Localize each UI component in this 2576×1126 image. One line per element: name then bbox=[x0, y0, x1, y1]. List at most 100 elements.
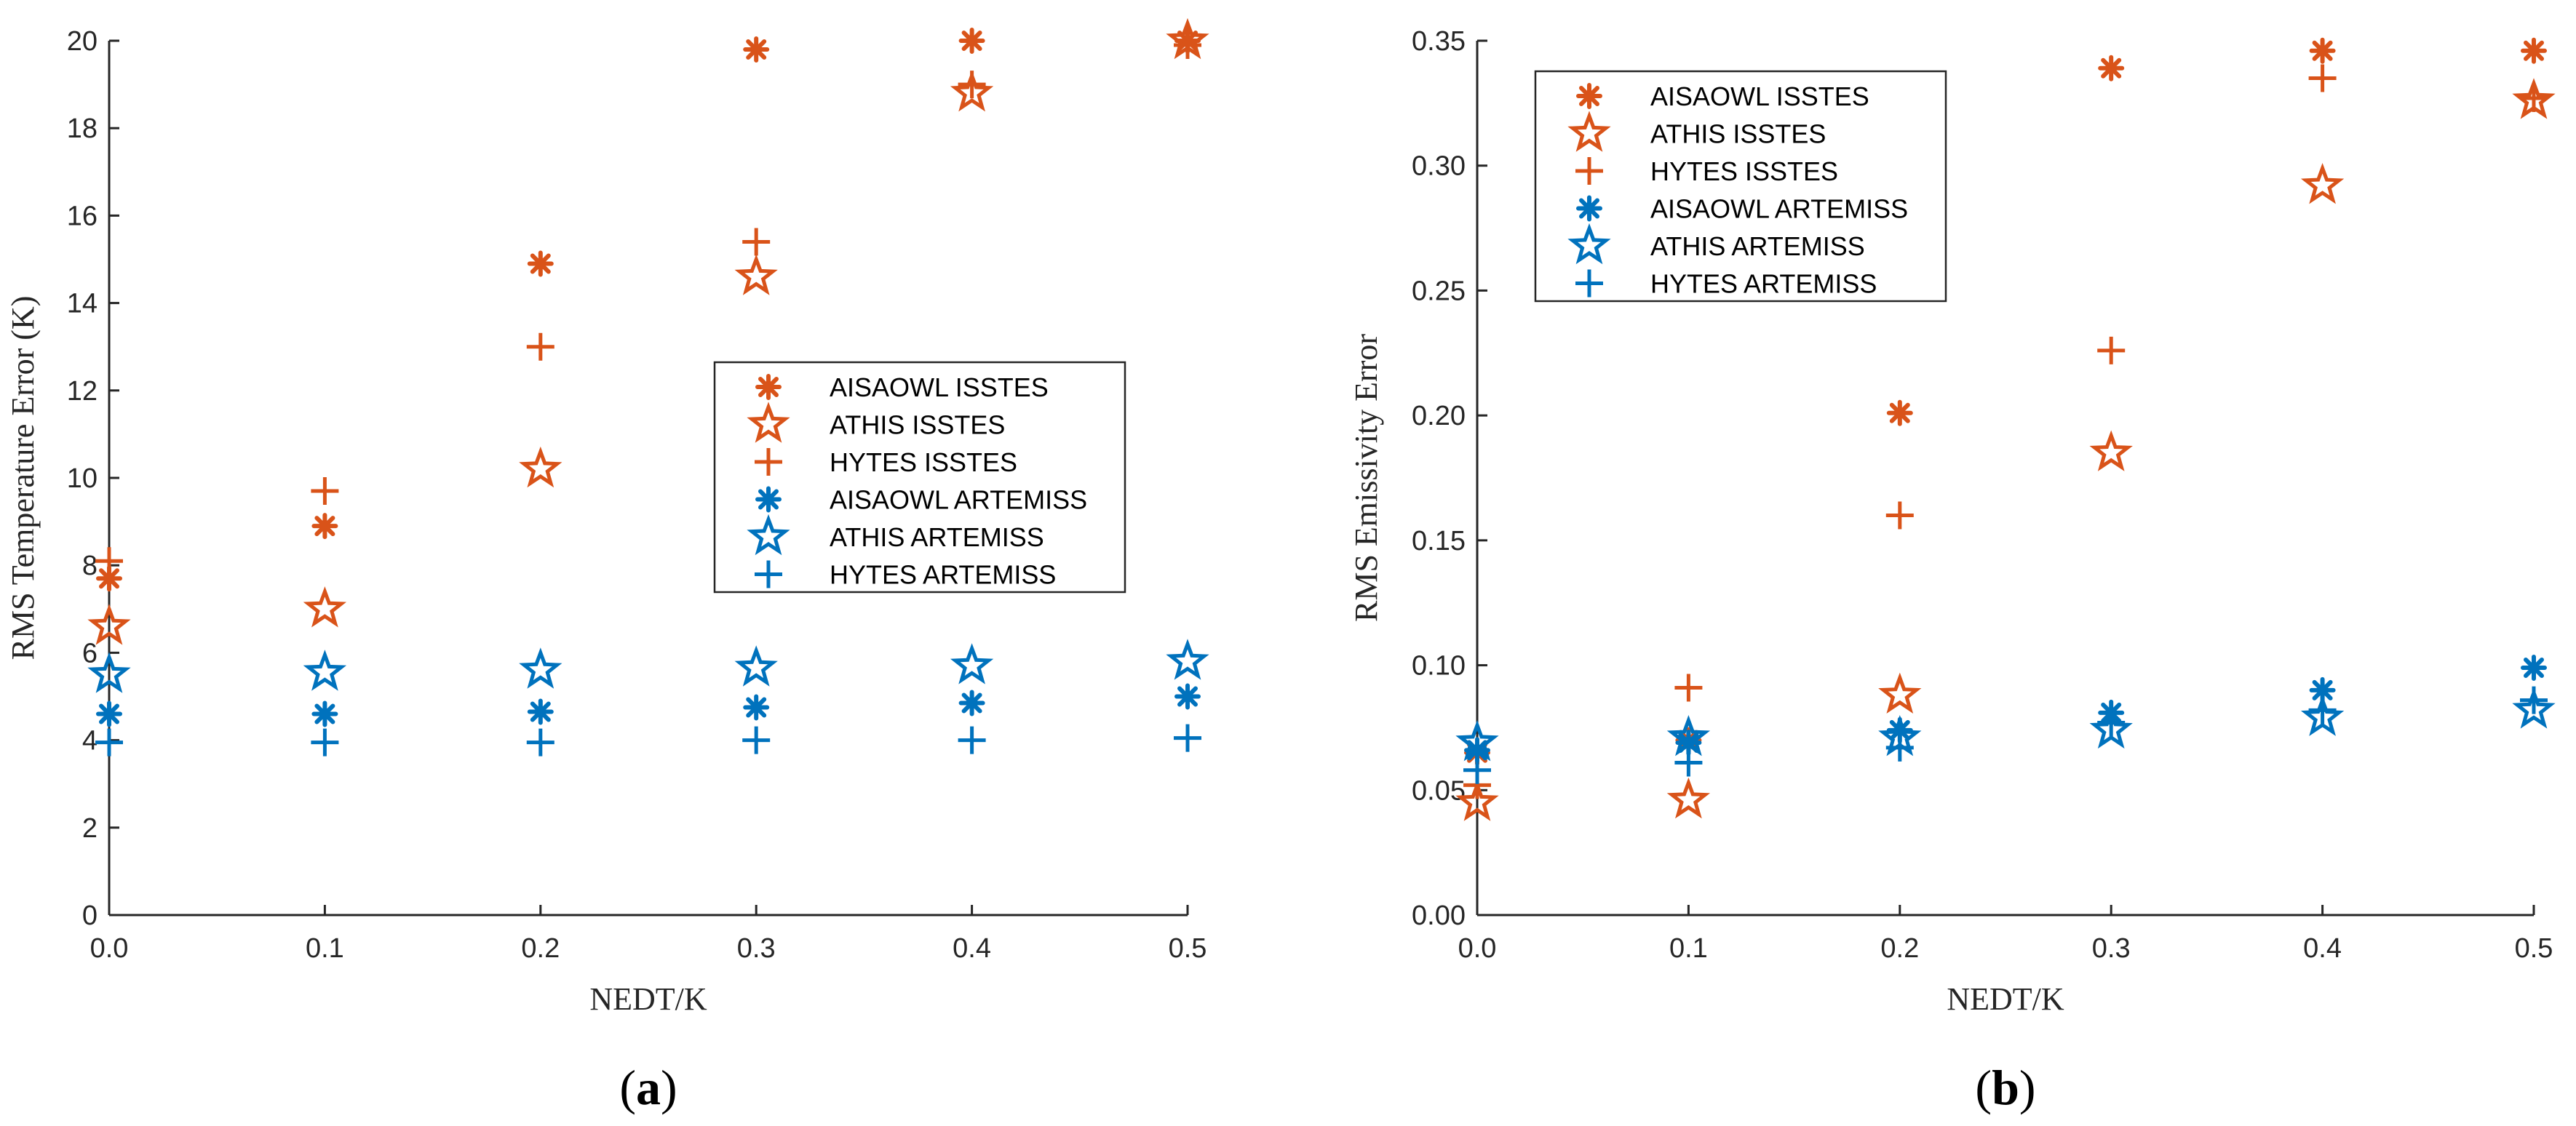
data-point bbox=[2521, 655, 2547, 682]
panel-b-x-axis-label: NEDT/K bbox=[1947, 981, 2064, 1017]
data-point bbox=[734, 254, 778, 295]
panel-b-label: (b) bbox=[1975, 1060, 2035, 1115]
panel-a-legend-entry: ATHIS ISSTES bbox=[830, 410, 1005, 440]
data-point bbox=[950, 70, 994, 112]
data-point bbox=[311, 477, 339, 506]
data-point bbox=[742, 726, 771, 754]
data-point bbox=[2521, 37, 2547, 64]
panel-a-series-2 bbox=[95, 31, 1201, 575]
legend-marker bbox=[1576, 83, 1602, 109]
data-point bbox=[2308, 696, 2337, 724]
data-point bbox=[1674, 674, 1703, 702]
panel-b-y-axis-label: RMS Emissivity Error bbox=[1348, 334, 1384, 622]
data-point bbox=[1886, 399, 1913, 426]
panel-a-y-tick-label: 2 bbox=[82, 813, 98, 844]
panel-b-legend: AISAOWL ISSTES ATHIS ISSTES HYTES ISSTES AI… bbox=[1534, 70, 1947, 303]
panel-b-series-5 bbox=[1463, 686, 2548, 784]
panel-a-x-tick-label: 0.3 bbox=[737, 933, 776, 964]
data-point bbox=[96, 700, 122, 727]
data-point bbox=[958, 726, 986, 754]
panel-a-legend-entry: AISAOWL ARTEMISS bbox=[830, 485, 1087, 515]
panel-b-legend-entry: ATHIS ISSTES bbox=[1650, 119, 1826, 149]
data-point bbox=[96, 565, 122, 592]
data-point bbox=[1174, 31, 1201, 60]
panel-b-legend-entry: HYTES ISSTES bbox=[1650, 156, 1838, 186]
panel-b-x-tick-label: 0.5 bbox=[2515, 933, 2553, 964]
data-point bbox=[950, 643, 994, 684]
data-point bbox=[1455, 780, 1499, 821]
data-point bbox=[1166, 639, 1209, 680]
panel-a-x-tick-label: 0.5 bbox=[1169, 933, 1207, 964]
panel-b-series-3 bbox=[1464, 655, 2547, 764]
panel-a-y-tick-label: 0 bbox=[82, 901, 98, 931]
panel-label-close: ) bbox=[661, 1060, 677, 1115]
data-point bbox=[1463, 756, 1491, 784]
legend-marker bbox=[1567, 223, 1611, 265]
data-point bbox=[2520, 84, 2548, 112]
data-point bbox=[743, 694, 770, 721]
data-point bbox=[303, 650, 347, 691]
data-point bbox=[311, 513, 338, 540]
panel-a-legend-entry: HYTES ARTEMISS bbox=[830, 560, 1056, 590]
panel-a-y-tick-label: 8 bbox=[82, 551, 98, 581]
panel-a-x-tick-label: 0.1 bbox=[306, 933, 344, 964]
panel-b-y-tick-label: 0.30 bbox=[1412, 151, 1466, 182]
data-point bbox=[2300, 695, 2345, 736]
data-point bbox=[311, 700, 338, 727]
data-point bbox=[1675, 730, 1702, 756]
data-point bbox=[742, 228, 771, 256]
data-point bbox=[2097, 336, 2126, 364]
data-point bbox=[2089, 707, 2133, 749]
panel-a-legend-box bbox=[713, 361, 1126, 594]
panel-a-series-4 bbox=[87, 639, 1209, 693]
data-point bbox=[526, 728, 554, 756]
data-point bbox=[303, 586, 347, 628]
panel-a-series-3 bbox=[96, 683, 1201, 727]
data-point bbox=[2300, 163, 2345, 204]
panel-a-series-5 bbox=[95, 724, 1201, 756]
data-point bbox=[2309, 676, 2336, 703]
data-point bbox=[2098, 55, 2125, 81]
panel-a-x-tick-label: 0.2 bbox=[521, 933, 560, 964]
panel-b-y-tick-label: 0.10 bbox=[1412, 651, 1466, 682]
data-point bbox=[1886, 716, 1913, 743]
data-point bbox=[1885, 733, 1914, 762]
data-point bbox=[526, 332, 554, 361]
data-point bbox=[87, 604, 131, 645]
panel-label-open: ( bbox=[619, 1060, 636, 1115]
data-point bbox=[734, 645, 778, 687]
data-point bbox=[1878, 672, 1922, 714]
panel-b-series-1 bbox=[1455, 78, 2556, 821]
panel-a-label: (a) bbox=[619, 1060, 677, 1115]
panel-b-y-tick-label: 0.35 bbox=[1412, 26, 1466, 57]
panel-a-y-tick-label: 14 bbox=[67, 289, 98, 319]
panel-a-x-tick-label: 0.0 bbox=[90, 933, 129, 964]
data-point bbox=[2309, 37, 2336, 64]
data-point bbox=[95, 547, 123, 575]
data-point bbox=[1666, 715, 1711, 756]
panel-b-legend-entry: HYTES ARTEMISS bbox=[1650, 269, 1877, 299]
data-point bbox=[1674, 748, 1703, 777]
data-point bbox=[527, 250, 554, 277]
panel-a-y-axis-label: RMS Temperature Error (K) bbox=[5, 296, 41, 660]
data-point bbox=[519, 446, 562, 488]
data-point bbox=[2520, 686, 2548, 714]
panel-a-y-tick-label: 16 bbox=[67, 201, 98, 231]
panel-b-x-tick-label: 0.0 bbox=[1458, 933, 1497, 964]
panel-b-y-tick-label: 0.25 bbox=[1412, 276, 1466, 306]
panel-label-letter: b bbox=[1992, 1060, 2019, 1115]
data-point bbox=[958, 28, 985, 54]
panel-b-series-4 bbox=[1455, 687, 2556, 762]
panel-a-y-tick-label: 18 bbox=[67, 113, 98, 144]
legend-marker bbox=[755, 560, 782, 588]
legend-marker bbox=[755, 448, 782, 476]
legend-marker bbox=[1576, 195, 1602, 222]
panel-b-x-tick-label: 0.2 bbox=[1880, 933, 1919, 964]
data-point bbox=[1666, 777, 1711, 819]
panel-a-x-axis-label: NEDT/K bbox=[589, 981, 707, 1017]
data-point bbox=[958, 690, 985, 716]
panel-b: 0.0 0.1 0.2 0.3 0.4 0.5 0.00 0.05 0.10 0.15 0.20 0.… bbox=[1348, 26, 2556, 1115]
panel-b-x-tick-label: 0.3 bbox=[2092, 933, 2131, 964]
data-point bbox=[2308, 64, 2337, 92]
